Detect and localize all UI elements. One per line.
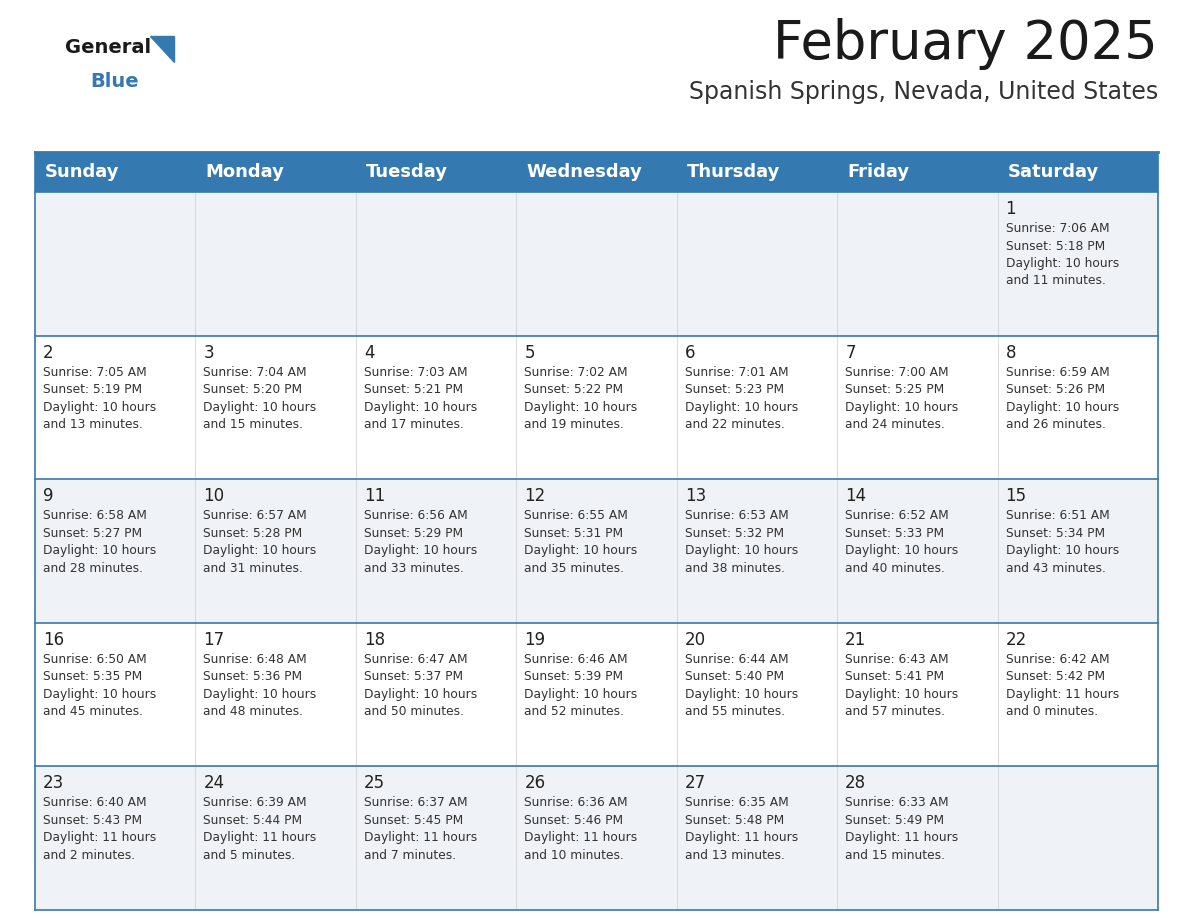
Text: Sunrise: 6:52 AM
Sunset: 5:33 PM
Daylight: 10 hours
and 40 minutes.: Sunrise: 6:52 AM Sunset: 5:33 PM Dayligh… xyxy=(845,509,959,575)
Text: Sunrise: 6:47 AM
Sunset: 5:37 PM
Daylight: 10 hours
and 50 minutes.: Sunrise: 6:47 AM Sunset: 5:37 PM Dayligh… xyxy=(364,653,478,718)
Text: 16: 16 xyxy=(43,631,64,649)
Text: 5: 5 xyxy=(524,343,535,362)
Text: Sunrise: 7:00 AM
Sunset: 5:25 PM
Daylight: 10 hours
and 24 minutes.: Sunrise: 7:00 AM Sunset: 5:25 PM Dayligh… xyxy=(845,365,959,431)
Text: Sunrise: 6:56 AM
Sunset: 5:29 PM
Daylight: 10 hours
and 33 minutes.: Sunrise: 6:56 AM Sunset: 5:29 PM Dayligh… xyxy=(364,509,478,575)
Bar xyxy=(34,152,1158,192)
Bar xyxy=(34,767,1158,910)
Text: Sunday: Sunday xyxy=(45,163,120,181)
Text: Sunrise: 6:55 AM
Sunset: 5:31 PM
Daylight: 10 hours
and 35 minutes.: Sunrise: 6:55 AM Sunset: 5:31 PM Dayligh… xyxy=(524,509,638,575)
Text: 10: 10 xyxy=(203,487,225,505)
Text: 24: 24 xyxy=(203,775,225,792)
Text: 28: 28 xyxy=(845,775,866,792)
Text: Sunrise: 6:59 AM
Sunset: 5:26 PM
Daylight: 10 hours
and 26 minutes.: Sunrise: 6:59 AM Sunset: 5:26 PM Dayligh… xyxy=(1005,365,1119,431)
Text: 2: 2 xyxy=(43,343,53,362)
Text: 26: 26 xyxy=(524,775,545,792)
Text: Sunrise: 7:01 AM
Sunset: 5:23 PM
Daylight: 10 hours
and 22 minutes.: Sunrise: 7:01 AM Sunset: 5:23 PM Dayligh… xyxy=(684,365,798,431)
Text: 8: 8 xyxy=(1005,343,1016,362)
Text: Sunrise: 6:58 AM
Sunset: 5:27 PM
Daylight: 10 hours
and 28 minutes.: Sunrise: 6:58 AM Sunset: 5:27 PM Dayligh… xyxy=(43,509,157,575)
Text: 23: 23 xyxy=(43,775,64,792)
Text: Sunrise: 6:36 AM
Sunset: 5:46 PM
Daylight: 11 hours
and 10 minutes.: Sunrise: 6:36 AM Sunset: 5:46 PM Dayligh… xyxy=(524,797,638,862)
Text: 27: 27 xyxy=(684,775,706,792)
Text: Sunrise: 7:03 AM
Sunset: 5:21 PM
Daylight: 10 hours
and 17 minutes.: Sunrise: 7:03 AM Sunset: 5:21 PM Dayligh… xyxy=(364,365,478,431)
Text: 1: 1 xyxy=(1005,200,1016,218)
Text: Sunrise: 7:02 AM
Sunset: 5:22 PM
Daylight: 10 hours
and 19 minutes.: Sunrise: 7:02 AM Sunset: 5:22 PM Dayligh… xyxy=(524,365,638,431)
Bar xyxy=(34,336,1158,479)
Text: 20: 20 xyxy=(684,631,706,649)
Text: Sunrise: 6:42 AM
Sunset: 5:42 PM
Daylight: 11 hours
and 0 minutes.: Sunrise: 6:42 AM Sunset: 5:42 PM Dayligh… xyxy=(1005,653,1119,718)
Text: Sunrise: 6:48 AM
Sunset: 5:36 PM
Daylight: 10 hours
and 48 minutes.: Sunrise: 6:48 AM Sunset: 5:36 PM Dayligh… xyxy=(203,653,317,718)
Text: Spanish Springs, Nevada, United States: Spanish Springs, Nevada, United States xyxy=(689,80,1158,104)
Text: Blue: Blue xyxy=(90,72,139,91)
Text: Sunrise: 7:06 AM
Sunset: 5:18 PM
Daylight: 10 hours
and 11 minutes.: Sunrise: 7:06 AM Sunset: 5:18 PM Dayligh… xyxy=(1005,222,1119,287)
Text: Sunrise: 6:50 AM
Sunset: 5:35 PM
Daylight: 10 hours
and 45 minutes.: Sunrise: 6:50 AM Sunset: 5:35 PM Dayligh… xyxy=(43,653,157,718)
Text: Tuesday: Tuesday xyxy=(366,163,448,181)
Text: 3: 3 xyxy=(203,343,214,362)
Text: 17: 17 xyxy=(203,631,225,649)
Text: Thursday: Thursday xyxy=(687,163,781,181)
Text: 11: 11 xyxy=(364,487,385,505)
Text: Sunrise: 6:53 AM
Sunset: 5:32 PM
Daylight: 10 hours
and 38 minutes.: Sunrise: 6:53 AM Sunset: 5:32 PM Dayligh… xyxy=(684,509,798,575)
Text: Wednesday: Wednesday xyxy=(526,163,643,181)
Text: 9: 9 xyxy=(43,487,53,505)
Text: Saturday: Saturday xyxy=(1007,163,1099,181)
Text: 25: 25 xyxy=(364,775,385,792)
Text: 15: 15 xyxy=(1005,487,1026,505)
Text: 13: 13 xyxy=(684,487,706,505)
Text: Sunrise: 7:04 AM
Sunset: 5:20 PM
Daylight: 10 hours
and 15 minutes.: Sunrise: 7:04 AM Sunset: 5:20 PM Dayligh… xyxy=(203,365,317,431)
Text: 14: 14 xyxy=(845,487,866,505)
Text: Sunrise: 6:37 AM
Sunset: 5:45 PM
Daylight: 11 hours
and 7 minutes.: Sunrise: 6:37 AM Sunset: 5:45 PM Dayligh… xyxy=(364,797,478,862)
Text: Sunrise: 6:39 AM
Sunset: 5:44 PM
Daylight: 11 hours
and 5 minutes.: Sunrise: 6:39 AM Sunset: 5:44 PM Dayligh… xyxy=(203,797,317,862)
Text: 18: 18 xyxy=(364,631,385,649)
Text: February 2025: February 2025 xyxy=(773,18,1158,70)
Text: 7: 7 xyxy=(845,343,855,362)
Text: General: General xyxy=(65,38,151,57)
Text: Sunrise: 6:44 AM
Sunset: 5:40 PM
Daylight: 10 hours
and 55 minutes.: Sunrise: 6:44 AM Sunset: 5:40 PM Dayligh… xyxy=(684,653,798,718)
Text: 19: 19 xyxy=(524,631,545,649)
Bar xyxy=(34,622,1158,767)
Text: 4: 4 xyxy=(364,343,374,362)
Bar xyxy=(34,479,1158,622)
Text: 6: 6 xyxy=(684,343,695,362)
Text: Sunrise: 7:05 AM
Sunset: 5:19 PM
Daylight: 10 hours
and 13 minutes.: Sunrise: 7:05 AM Sunset: 5:19 PM Dayligh… xyxy=(43,365,157,431)
Text: Sunrise: 6:40 AM
Sunset: 5:43 PM
Daylight: 11 hours
and 2 minutes.: Sunrise: 6:40 AM Sunset: 5:43 PM Dayligh… xyxy=(43,797,157,862)
Text: Monday: Monday xyxy=(206,163,284,181)
Text: Sunrise: 6:35 AM
Sunset: 5:48 PM
Daylight: 11 hours
and 13 minutes.: Sunrise: 6:35 AM Sunset: 5:48 PM Dayligh… xyxy=(684,797,798,862)
Bar xyxy=(34,192,1158,336)
Text: Sunrise: 6:46 AM
Sunset: 5:39 PM
Daylight: 10 hours
and 52 minutes.: Sunrise: 6:46 AM Sunset: 5:39 PM Dayligh… xyxy=(524,653,638,718)
Text: 21: 21 xyxy=(845,631,866,649)
Text: 22: 22 xyxy=(1005,631,1026,649)
Text: 12: 12 xyxy=(524,487,545,505)
Text: Sunrise: 6:57 AM
Sunset: 5:28 PM
Daylight: 10 hours
and 31 minutes.: Sunrise: 6:57 AM Sunset: 5:28 PM Dayligh… xyxy=(203,509,317,575)
Text: Sunrise: 6:51 AM
Sunset: 5:34 PM
Daylight: 10 hours
and 43 minutes.: Sunrise: 6:51 AM Sunset: 5:34 PM Dayligh… xyxy=(1005,509,1119,575)
Text: Sunrise: 6:43 AM
Sunset: 5:41 PM
Daylight: 10 hours
and 57 minutes.: Sunrise: 6:43 AM Sunset: 5:41 PM Dayligh… xyxy=(845,653,959,718)
Polygon shape xyxy=(150,36,173,62)
Text: Friday: Friday xyxy=(847,163,909,181)
Text: Sunrise: 6:33 AM
Sunset: 5:49 PM
Daylight: 11 hours
and 15 minutes.: Sunrise: 6:33 AM Sunset: 5:49 PM Dayligh… xyxy=(845,797,959,862)
